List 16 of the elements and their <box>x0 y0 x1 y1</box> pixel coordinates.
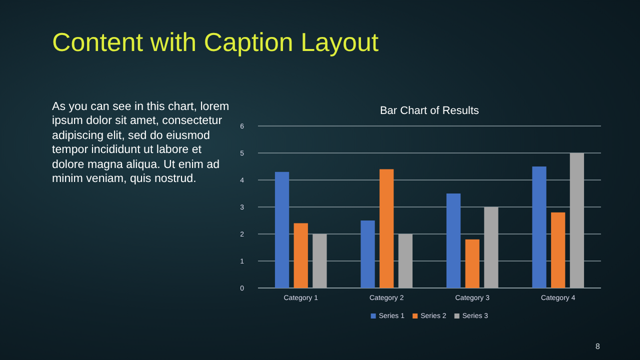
bar <box>484 207 498 288</box>
bar <box>294 223 308 288</box>
bar <box>446 194 461 288</box>
bar <box>570 153 584 288</box>
bar <box>465 239 480 288</box>
bar <box>398 234 413 288</box>
bar <box>380 169 394 288</box>
chart-title: Bar Chart of Results <box>380 105 480 117</box>
bar <box>274 172 290 288</box>
text: Content with Caption Layout <box>52 27 380 58</box>
bar <box>360 220 375 288</box>
text: 8 <box>594 342 600 352</box>
text: As you can see in this chart, lorem ipsum dolor sit amet, consectetur adipiscing elit, sed do eiusmod tempor incididunt ut labore et dolore magna aliqua. Ut enim ad minim veniam, quis nostrud. <box>52 100 230 187</box>
bar <box>532 166 546 288</box>
bar <box>551 212 566 288</box>
bar <box>312 234 327 288</box>
